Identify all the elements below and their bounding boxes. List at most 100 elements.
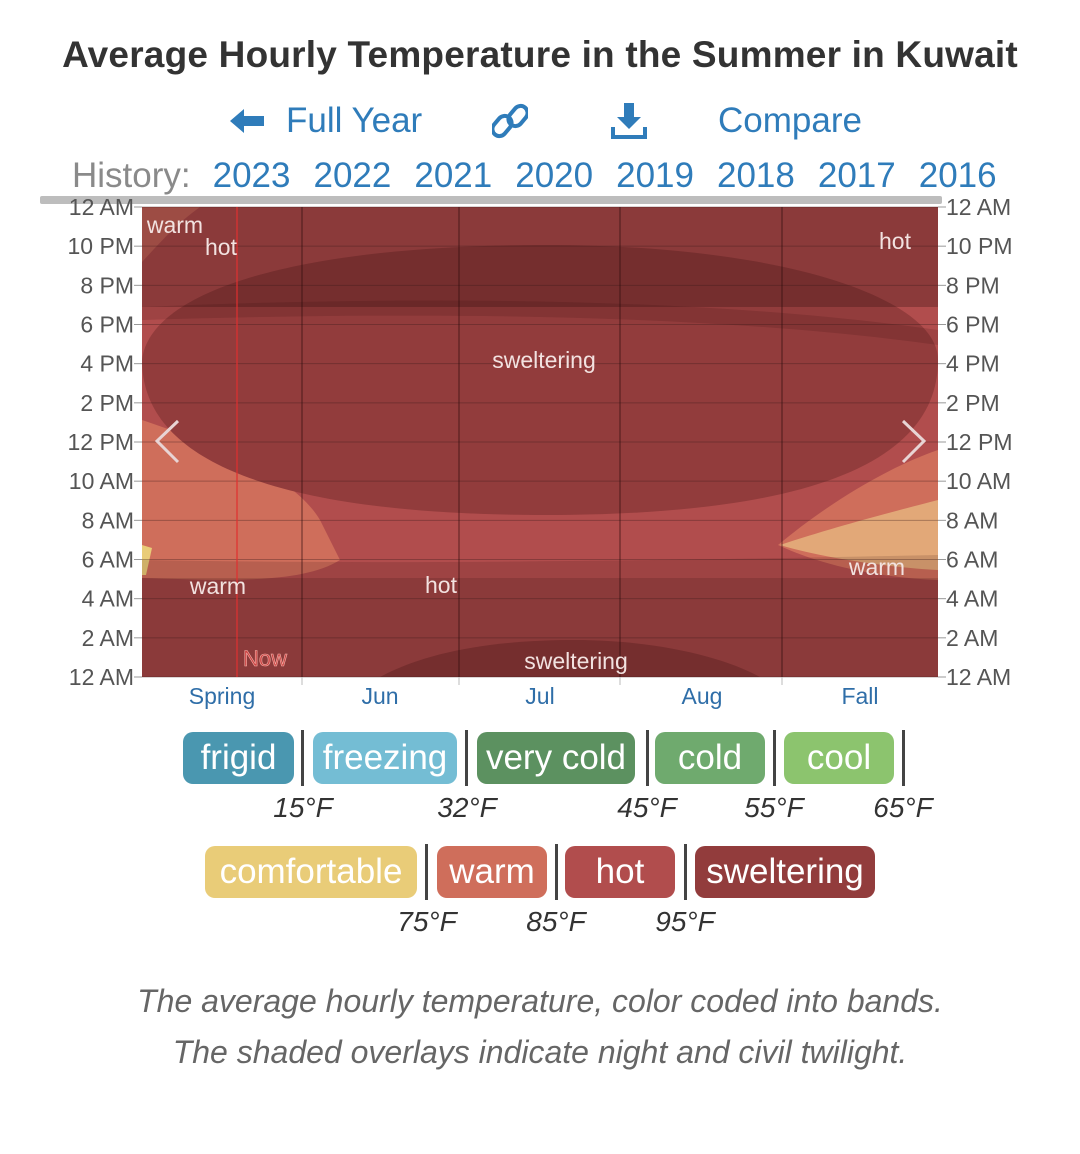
legend-threshold: 32°F (437, 792, 497, 823)
arrow-left-icon (228, 106, 266, 136)
history-year-2020[interactable]: 2020 (515, 156, 594, 195)
legend-chip: sweltering (695, 846, 875, 898)
history-bar: History: 2023 2022 2021 2020 2019 2018 2… (72, 154, 1020, 198)
y-tick-label-right: 2 PM (946, 390, 1000, 416)
x-tick-label: Spring (189, 683, 255, 709)
y-axis-right: 12 AM 10 PM 8 PM 6 PM 4 PM 2 PM 12 PM 10 AM 8 AM… (946, 195, 1012, 690)
y-tick-label-right: 12 PM (946, 429, 1012, 455)
y-tick-label-right: 2 AM (946, 625, 998, 651)
history-label: History: (72, 156, 191, 195)
legend-separator (465, 730, 468, 786)
region-label: warm (146, 212, 203, 238)
x-tick-label: Fall (841, 683, 878, 709)
y-tick-label-left: 12 AM (69, 664, 134, 690)
y-tick-label-left: 2 PM (80, 390, 134, 416)
legend-row-1: frigid freezing very cold cold cool 15°F 32°F 4… (0, 730, 1080, 842)
y-tick-label-right: 10 AM (946, 468, 1011, 494)
y-tick-label-right: 6 PM (946, 312, 1000, 338)
legend-threshold: 75°F (397, 906, 457, 937)
legend-chip: frigid (183, 732, 294, 784)
legend-separator (773, 730, 776, 786)
band-warm-left-low (142, 420, 340, 580)
legend-separator (684, 844, 687, 900)
legend-chip: hot (565, 846, 675, 898)
region-label: sweltering (492, 347, 596, 373)
y-tick-label-left: 8 AM (82, 507, 134, 533)
band-sweltering-bottom (380, 640, 760, 677)
band-sweltering-center (142, 245, 938, 515)
history-year-2022[interactable]: 2022 (313, 156, 392, 195)
region-label: warm (189, 573, 246, 599)
history-year-2017[interactable]: 2017 (817, 156, 896, 195)
night-overlay-bottom (142, 578, 938, 677)
y-tick-label-left: 12 PM (68, 429, 134, 455)
x-axis: Spring Jun Jul Aug Fall (189, 683, 879, 709)
twilight-overlay-top (142, 300, 938, 345)
history-year-2019[interactable]: 2019 (616, 156, 694, 195)
legend-chip: warm (437, 846, 547, 898)
link-button[interactable] (492, 96, 528, 146)
y-tick-label-right: 4 AM (946, 586, 998, 612)
temperature-heatmap: Now 12 AM 10 PM 8 PM 6 PM 4 PM 2 PM 12 PM 10 AM… (68, 195, 1013, 709)
y-tick-label-left: 4 AM (82, 586, 134, 612)
history-year-2018[interactable]: 2018 (717, 156, 795, 195)
band-comfortable-right (780, 500, 938, 570)
link-icon (492, 101, 528, 141)
legend-threshold: 45°F (617, 792, 677, 823)
band-warm-left-top (142, 207, 200, 262)
y-tick-label-left: 8 PM (80, 272, 134, 298)
y-tick-label-left: 10 AM (69, 468, 134, 494)
history-year-2016[interactable]: 2016 (918, 156, 997, 195)
legend-threshold: 15°F (273, 792, 333, 823)
chevron-left-icon[interactable] (154, 419, 180, 464)
legend-separator (902, 730, 905, 786)
y-tick-label-right: 12 AM (946, 195, 1011, 220)
legend-separator (646, 730, 649, 786)
y-tick-label-left: 6 PM (80, 312, 134, 338)
y-tick-label-left: 2 AM (82, 625, 134, 651)
region-label: hot (425, 572, 458, 598)
legend-threshold: 55°F (744, 792, 804, 823)
y-tick-label-left: 4 PM (80, 351, 134, 377)
history-year-2021[interactable]: 2021 (414, 156, 493, 195)
chart-title: Average Hourly Temperature in the Summer… (62, 34, 1018, 75)
download-icon (610, 101, 648, 141)
compare-link[interactable]: Compare (718, 101, 862, 140)
legend-separator (301, 730, 304, 786)
full-year-link[interactable]: Full Year (228, 96, 422, 146)
heatmap-bands (142, 207, 938, 677)
y-tick-label-right: 8 PM (946, 272, 1000, 298)
y-tick-label-right: 4 PM (946, 351, 1000, 377)
x-tick-label: Jun (361, 683, 398, 709)
chevron-right-icon[interactable] (901, 419, 927, 464)
legend-threshold: 85°F (526, 906, 586, 937)
legend-separator (555, 844, 558, 900)
chart-caption: The average hourly temperature, color co… (137, 983, 943, 1070)
y-tick-label-left: 12 AM (69, 195, 134, 220)
twilight-overlay-bottom (142, 555, 938, 578)
legend-threshold: 65°F (873, 792, 933, 823)
now-label: Now (243, 646, 287, 671)
x-tick-label: Jul (525, 683, 554, 709)
legend-chip: freezing (313, 732, 457, 784)
region-label: warm (848, 554, 905, 580)
legend-chip: cold (655, 732, 765, 784)
chart-nav: Full Year Compare (0, 96, 1080, 146)
legend-chip: cool (784, 732, 894, 784)
region-label: sweltering (524, 648, 628, 674)
legend-threshold: 95°F (655, 906, 715, 937)
gridlines (134, 206, 946, 678)
history-year-2023[interactable]: 2023 (212, 156, 291, 195)
x-tick-label: Aug (682, 683, 723, 709)
history-scrollbar[interactable] (40, 196, 942, 204)
y-tick-label-right: 6 AM (946, 547, 998, 573)
legend-chip: very cold (477, 732, 635, 784)
night-overlay-top (142, 207, 938, 307)
month-lines (301, 207, 783, 685)
download-button[interactable] (610, 96, 648, 146)
region-label: hot (205, 234, 238, 260)
y-tick-label-right: 10 PM (946, 233, 1012, 259)
y-tick-label-left: 10 PM (68, 233, 134, 259)
legend-chip: comfortable (205, 846, 417, 898)
